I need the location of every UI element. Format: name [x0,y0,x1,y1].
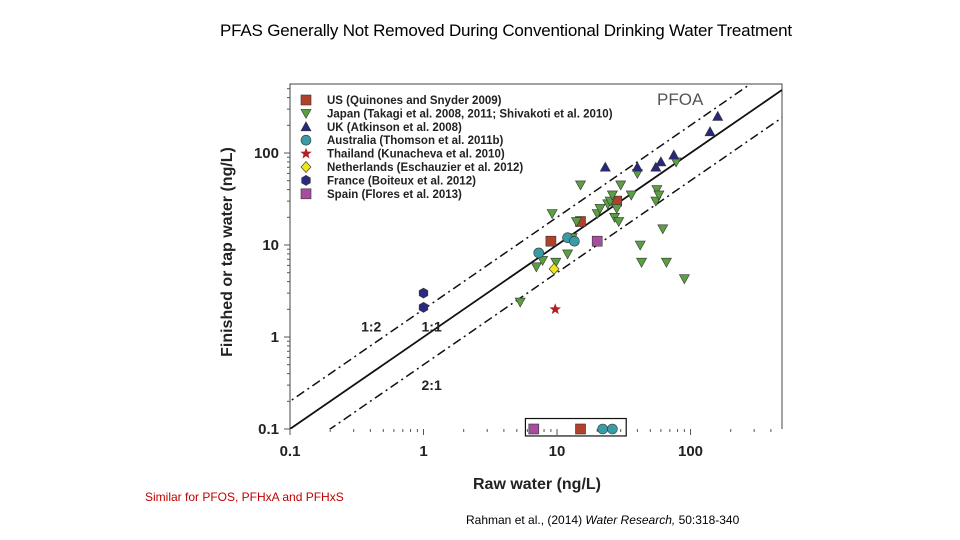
legend-label-australia: Australia (Thomson et al. 2011b) [327,135,504,147]
data-point-japan [634,240,646,251]
data-point-japan [574,180,587,191]
y-tick-label: 1 [271,329,279,346]
citation: Rahman et al., (2014) Water Research, 50… [466,513,739,527]
data-point-japan [613,217,625,228]
legend-label-thailand: Thailand (Kunacheva et al. 2010) [327,149,505,161]
data-point-japan [651,185,663,196]
legend-label-us: US (Quinones and Snyder 2009) [327,95,502,107]
reference-line-1-1 [290,88,782,429]
data-point-japan [562,249,574,260]
citation-authors: Rahman et al., (2014) [466,513,583,527]
data-point-uk [650,161,662,172]
reference-line-2-1 [328,116,782,429]
reference-lines [290,84,782,429]
y-axis-title: Finished or tap water (ng/L) [219,147,236,357]
chart-legend: US (Quinones and Snyder 2009)Japan (Taka… [300,94,613,201]
data-point-us [575,423,586,435]
data-point-japan [657,224,669,235]
data-point-us [545,235,557,247]
data-point-france [418,287,429,299]
ratio-label: 1:1 [422,319,442,335]
data-point-japan [653,190,665,201]
legend-label-uk: UK (Atkinson et al. 2008) [327,122,462,134]
data-points [418,110,724,435]
data-point-japan [611,204,623,215]
x-tick-label: 10 [549,443,566,460]
y-tick-label: 100 [254,145,279,162]
data-point-uk [712,110,724,121]
data-point-japan [570,217,583,228]
below-detection-rect [524,417,627,437]
legend-label-spain: Spain (Flores et al. 2013) [327,189,462,201]
legend-label-netherlands: Netherlands (Eschauzier et al. 2012) [327,162,523,174]
legend-label-japan: Japan (Takagi et al. 2008, 2011; Shivako… [327,108,613,120]
citation-journal: Water Research, [585,513,676,527]
data-point-australia [533,247,545,259]
legend-marker-thailand [300,147,312,159]
data-point-japan [615,180,627,191]
plot-border [289,83,783,429]
data-point-japan [678,274,690,285]
legend-marker-us [300,94,312,106]
data-point-japan [606,190,618,201]
data-point-japan [550,257,562,268]
data-point-japan [625,190,637,201]
citation-volume: 50:318-340 [678,513,740,527]
data-point-uk [704,126,716,137]
data-point-japan [530,262,542,273]
reference-line-1-2 [290,84,752,403]
footnote-similar: Similar for PFOS, PFHxA and PFHxS [145,490,344,504]
data-point-japan [636,257,648,268]
data-point-france [418,302,429,313]
data-point-netherlands [548,262,560,275]
legend-marker-australia [300,134,312,146]
legend-marker-japan [300,109,312,120]
x-tick-label: 1 [419,443,427,460]
ratio-label: 2:1 [422,377,442,393]
data-point-japan [514,297,526,308]
slide-title: PFAS Generally Not Removed During Conven… [220,21,792,40]
data-point-australia [597,423,609,435]
axis-tick-labels: 0.1 1 10 100 0.1 1 10 100 [254,145,703,460]
legend-marker-netherlands [300,161,312,173]
chart-title: PFOA [657,90,704,109]
x-tick-label: 0.1 [280,443,301,460]
data-point-uk [599,161,611,172]
data-point-japan [660,257,672,268]
data-point-australia [569,235,580,247]
below-detection-box [524,417,627,437]
legend-marker-france [301,175,311,186]
ratio-label: 1:2 [361,319,381,335]
data-point-uk [668,149,680,160]
x-tick-label: 100 [678,443,703,460]
legend-marker-uk [300,121,312,132]
legend-marker-spain [300,188,312,200]
y-tick-label: 10 [262,237,279,254]
ratio-labels: 1:2 1:1 2:1 [361,319,442,394]
data-point-australia [607,423,618,435]
data-point-japan [594,204,606,215]
data-point-spain [528,423,540,435]
data-point-uk [631,161,643,172]
axis-ticks [284,88,772,435]
data-point-uk [655,156,667,167]
x-axis-title: Raw water (ng/L) [473,476,601,493]
data-point-japan [546,209,558,220]
data-point-thailand [549,303,561,315]
y-tick-label: 0.1 [258,421,279,438]
legend-label-france: France (Boiteux et al. 2012) [327,175,476,187]
plot-frame [289,83,783,429]
data-point-spain [591,235,603,247]
